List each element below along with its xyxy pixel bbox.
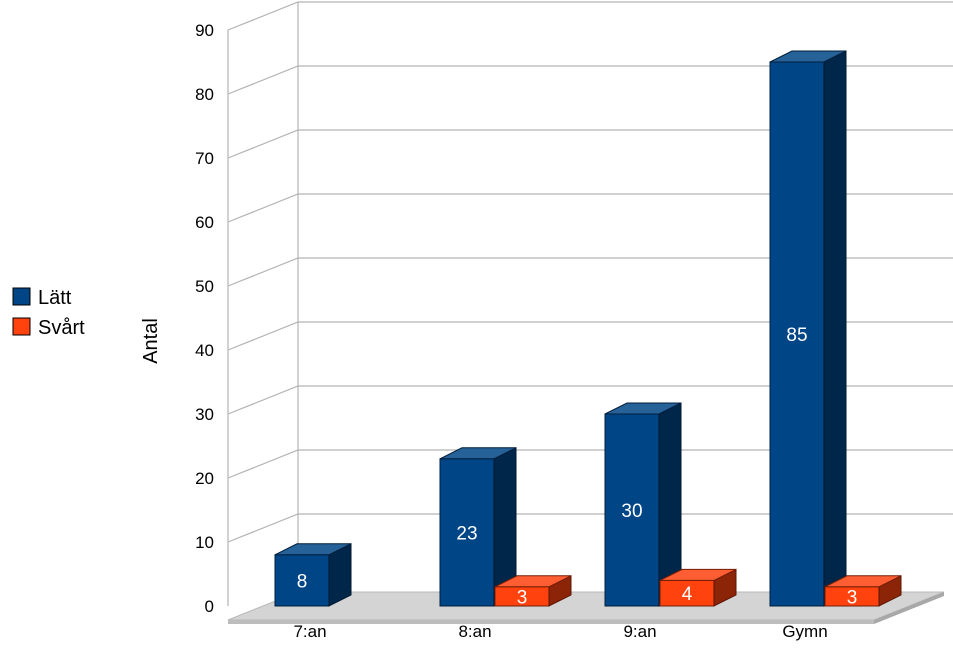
bar-side: [823, 50, 847, 607]
bar: [769, 50, 847, 607]
y-axis-ticks: 0 10 20 30 40 50 60 70 80 90: [195, 21, 214, 616]
data-label: 3: [847, 587, 858, 608]
y-axis-title: Antal: [140, 318, 162, 364]
data-label: 3: [517, 587, 528, 608]
bar: [604, 402, 682, 607]
gridline: [227, 385, 953, 415]
bar: [824, 574, 902, 607]
legend-label: Lätt: [38, 287, 72, 309]
bar-top: [659, 568, 737, 581]
y-tick-label: 0: [205, 597, 214, 616]
gridline: [227, 321, 953, 351]
y-tick-label: 20: [195, 469, 214, 488]
gridline: [227, 449, 953, 479]
bar-top: [604, 402, 682, 415]
bar: [274, 542, 352, 607]
data-label: 23: [456, 523, 477, 544]
y-tick-label: 40: [195, 341, 214, 360]
y-tick-label: 60: [195, 213, 214, 232]
gridline: [227, 257, 953, 287]
y-tick-label: 30: [195, 405, 214, 424]
bar-top: [439, 447, 517, 460]
gridline: [227, 513, 953, 543]
x-tick-label: Gymn: [782, 622, 827, 641]
bar-top: [494, 575, 572, 588]
x-tick-label: 9:an: [623, 622, 656, 641]
x-tick-label: 8:an: [458, 622, 491, 641]
y-tick-label: 50: [195, 277, 214, 296]
bar-top: [769, 50, 847, 63]
y-tick-label: 10: [195, 533, 214, 552]
bar-top: [824, 575, 902, 588]
data-label: 4: [682, 584, 693, 605]
bar: [659, 568, 737, 607]
legend: Lätt Svårt: [12, 287, 85, 339]
gridline: [227, 129, 953, 159]
data-label: 85: [786, 325, 807, 346]
data-label: 30: [621, 501, 642, 522]
floor-side: [874, 592, 944, 624]
gridlines: [227, 1, 953, 543]
y-tick-label: 90: [195, 21, 214, 40]
legend-swatch: [12, 317, 31, 336]
x-tick-label: 7:an: [293, 622, 326, 641]
y-tick-label: 70: [195, 149, 214, 168]
chart-walls: [227, 2, 299, 606]
bar: [439, 446, 517, 607]
legend-label: Svårt: [38, 317, 85, 339]
data-label: 8: [297, 571, 308, 592]
gridline: [227, 65, 953, 95]
legend-swatch: [12, 287, 31, 306]
x-axis-ticks: 7:an 8:an 9:an Gymn: [293, 622, 827, 641]
bar: [494, 574, 572, 607]
bars: 8 23 3 30 4 85 3: [274, 50, 902, 608]
gridline: [227, 1, 953, 31]
bar-top: [274, 543, 352, 556]
floor-front: [228, 620, 874, 624]
gridline: [227, 193, 953, 223]
y-tick-label: 80: [195, 85, 214, 104]
